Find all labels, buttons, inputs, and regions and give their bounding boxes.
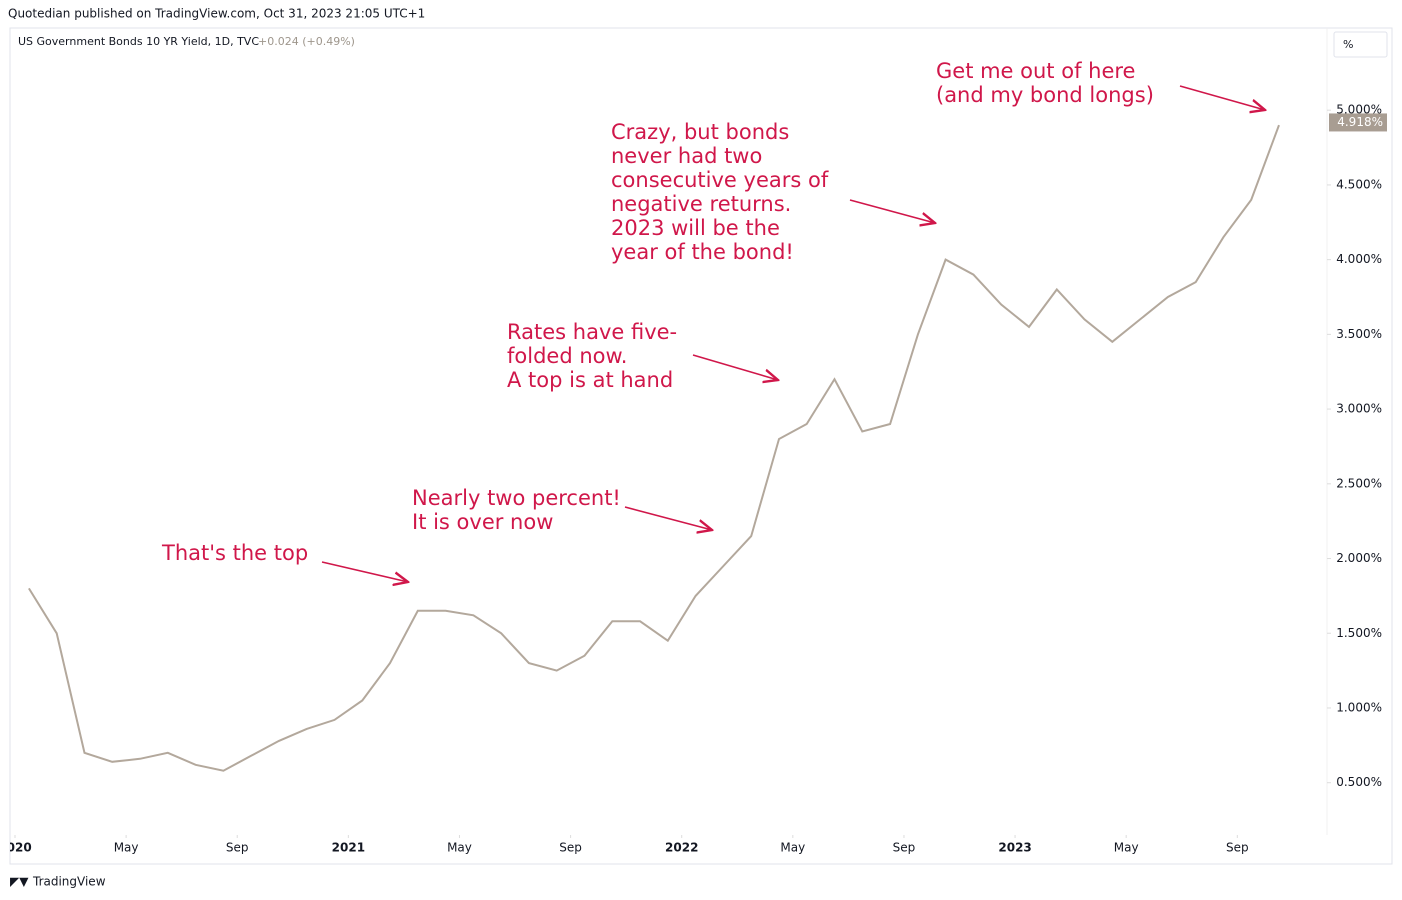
annotation: It is over now [412,510,553,534]
last-value-label: 4.918% [1337,115,1383,129]
x-tick-label: May [780,841,805,855]
annotations: That's the top Nearly two percent!It is o… [161,59,1265,582]
x-tick-label: 2020 [0,841,32,855]
x-tick-label: Sep [893,841,916,855]
x-tick-label: Sep [1226,841,1249,855]
arrow [692,354,778,380]
x-tick-label: 2022 [665,841,698,855]
arrow [321,561,408,582]
annotation: Get me out of here [936,59,1135,83]
annotation: A top is at hand [507,368,673,392]
y-tick-label: 0.500% [1336,775,1382,789]
x-tick-label: Sep [559,841,582,855]
price-line [28,124,1280,772]
arrow [1179,85,1265,110]
x-tick-label: May [114,841,139,855]
chart-title: US Government Bonds 10 YR Yield, 1D, TVC [18,35,259,48]
annotation: That's the top [161,541,308,565]
annotation: folded now. [507,344,627,368]
frame [9,27,1393,865]
annotation: Rates have five- [507,320,677,344]
footer: TradingView [32,875,106,889]
publisher: Quotedian published on TradingView.com, … [8,7,425,21]
logo: ◤▼ [10,875,29,889]
change: +0.024 (+0.49%) [258,35,355,48]
annotation: year of the bond! [611,240,794,264]
arrow [624,506,712,530]
unit-button[interactable] [1333,31,1388,58]
x-tick-label: 2021 [332,841,365,855]
annotation: (and my bond longs) [936,83,1154,107]
last-value-box [1329,113,1387,132]
unit-label: % [1343,38,1353,51]
y-tick-label: 4.000% [1336,252,1382,266]
x-tick-label: May [447,841,472,855]
y-tick-label: 5.000% [1336,103,1382,117]
y-tick-label: 2.500% [1336,476,1382,490]
annotation: negative returns. [611,192,791,216]
x-tick-label: May [1114,841,1139,855]
annotation: never had two [611,144,762,168]
y-tick-label: 2.000% [1336,551,1382,565]
y-tick-label: 1.500% [1336,626,1382,640]
y-tick-label: 3.500% [1336,327,1382,341]
annotation: Nearly two percent! [412,486,621,510]
annotation: 2023 will be the [611,216,780,240]
x-tick-label: Sep [226,841,249,855]
y-tick-label: 1.000% [1336,700,1382,714]
arrow [849,199,935,223]
y-tick-label: 4.500% [1336,177,1382,191]
annotation: Crazy, but bonds [611,120,789,144]
annotation: consecutive years of [611,168,829,192]
y-tick-label: 3.000% [1336,402,1382,416]
x-tick-label: 2023 [998,841,1031,855]
